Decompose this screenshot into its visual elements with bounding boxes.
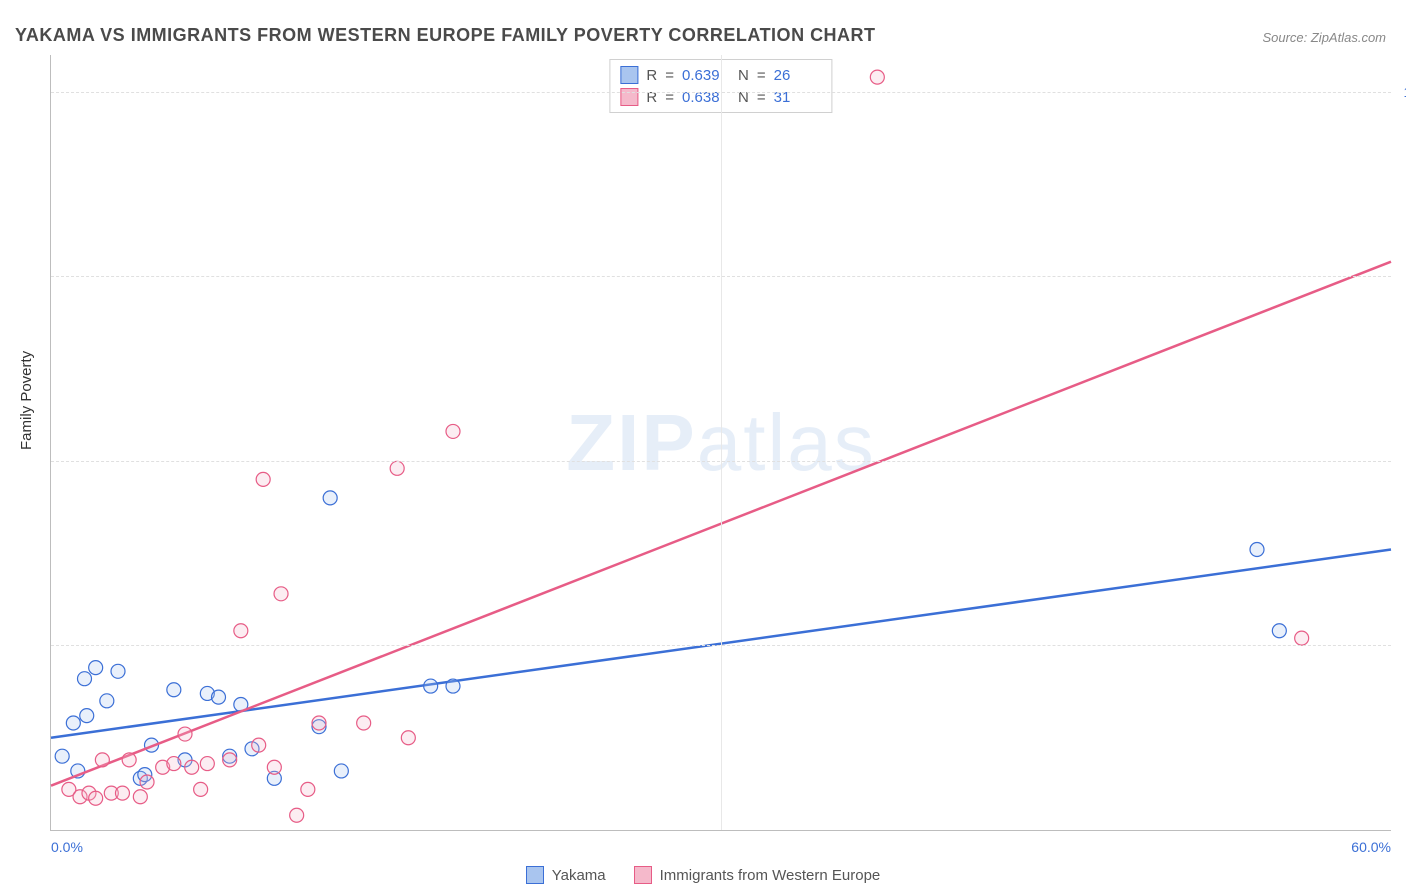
data-point [446,679,460,693]
y-axis-label: Family Poverty [18,351,35,450]
data-point [78,672,92,686]
data-point [401,731,415,745]
data-point [122,753,136,767]
data-point [212,690,226,704]
data-point [870,70,884,84]
data-point [178,727,192,741]
data-point [267,760,281,774]
swatch-series-1 [620,88,638,106]
data-point [1272,624,1286,638]
data-point [357,716,371,730]
plot-area: ZIPatlas R = 0.639 N = 26 R = 0.638 N = … [50,55,1391,831]
data-point [446,424,460,438]
source-attribution: Source: ZipAtlas.com [1262,30,1386,45]
y-tick-label: 75.0% [1396,268,1406,284]
data-point [133,790,147,804]
data-point [95,753,109,767]
y-tick-label: 100.0% [1396,84,1406,100]
legend-item-1: Immigrants from Western Europe [634,866,881,884]
legend-swatch-0 [526,866,544,884]
data-point [234,624,248,638]
data-point [390,461,404,475]
data-point [167,683,181,697]
data-point [334,764,348,778]
y-tick-label: 50.0% [1396,453,1406,469]
data-point [111,664,125,678]
data-point [89,661,103,675]
data-point [290,808,304,822]
y-tick-label: 25.0% [1396,637,1406,653]
data-point [100,694,114,708]
data-point [1295,631,1309,645]
data-point [66,716,80,730]
data-point [274,587,288,601]
chart-title: YAKAMA VS IMMIGRANTS FROM WESTERN EUROPE… [15,25,876,46]
legend-label-0: Yakama [552,867,606,884]
data-point [167,757,181,771]
data-point [80,709,94,723]
x-tick-label: 0.0% [51,839,83,855]
data-point [312,716,326,730]
bottom-legend: Yakama Immigrants from Western Europe [0,866,1406,884]
data-point [252,738,266,752]
x-tick-label: 60.0% [1351,839,1391,855]
data-point [89,791,103,805]
data-point [140,775,154,789]
swatch-series-0 [620,66,638,84]
data-point [424,679,438,693]
data-point [194,782,208,796]
data-point [185,760,199,774]
n-value-0: 26 [774,67,822,84]
data-point [223,753,237,767]
data-point [256,472,270,486]
data-point [323,491,337,505]
legend-swatch-1 [634,866,652,884]
legend-label-1: Immigrants from Western Europe [660,867,881,884]
data-point [115,786,129,800]
r-value-0: 0.639 [682,67,730,84]
data-point [1250,543,1264,557]
data-point [55,749,69,763]
data-point [301,782,315,796]
data-point [200,757,214,771]
legend-item-0: Yakama [526,866,606,884]
